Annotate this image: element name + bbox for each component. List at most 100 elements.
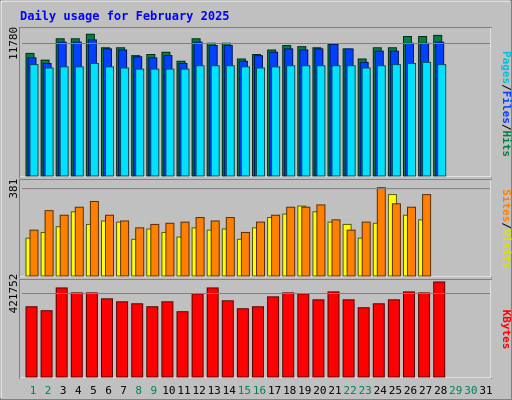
- visits-bar-sites-day-15: [240, 231, 250, 277]
- visits-bar-sites-day-12: [195, 217, 205, 277]
- requests-bar-pages-day-24: [376, 65, 386, 177]
- panel-kbytes: 421752 KBytes: [7, 274, 512, 379]
- x-axis-day-label: 26: [404, 384, 417, 397]
- x-axis-day-label: 20: [313, 384, 326, 397]
- kbytes-bar-kbytes-day-22: [342, 299, 355, 378]
- x-axis-day-label: 8: [135, 384, 142, 397]
- kbytes-bar-kbytes-day-23: [357, 307, 370, 378]
- requests-legend-files: Files: [500, 91, 512, 124]
- requests-bar-pages-day-27: [422, 61, 432, 177]
- visits-bar-sites-day-8: [135, 227, 145, 277]
- requests-bar-pages-day-28: [437, 64, 447, 177]
- x-axis-day-label: 17: [268, 384, 281, 397]
- visits-bar-sites-day-4: [74, 206, 84, 277]
- kbytes-bar-kbytes-day-19: [297, 293, 310, 378]
- x-axis-day-label: 3: [60, 384, 67, 397]
- requests-bar-pages-day-19: [301, 65, 311, 177]
- x-axis-day-label: 15: [238, 384, 251, 397]
- visits-bar-sites-day-13: [210, 220, 220, 277]
- requests-bar-pages-day-14: [225, 65, 235, 177]
- x-axis-day-label: 10: [162, 384, 175, 397]
- requests-bar-pages-day-10: [165, 68, 175, 177]
- requests-bar-pages-day-11: [180, 68, 190, 177]
- x-axis-day-label: 27: [419, 384, 432, 397]
- x-axis-day-label: 13: [208, 384, 221, 397]
- visits-bar-sites-day-6: [105, 214, 114, 277]
- visits-legend: Sites/Visits: [500, 189, 512, 269]
- kbytes-bar-kbytes-day-27: [418, 292, 431, 378]
- kbytes-bar-kbytes-day-21: [327, 291, 340, 378]
- kbytes-bar-kbytes-day-20: [312, 299, 325, 378]
- visits-bar-sites-day-25: [391, 203, 401, 277]
- x-axis-day-label: 21: [328, 384, 341, 397]
- visits-bars: [25, 187, 432, 277]
- x-axis-day-label: 1: [30, 384, 37, 397]
- visits-bar-sites-day-22: [346, 229, 356, 277]
- requests-bar-pages-day-22: [346, 65, 356, 177]
- visits-bar-sites-day-24: [376, 187, 386, 277]
- requests-bar-pages-day-5: [89, 63, 99, 177]
- requests-bar-pages-day-15: [240, 66, 250, 177]
- x-axis-day-label: 7: [120, 384, 127, 397]
- requests-bar-pages-day-7: [120, 67, 130, 177]
- kbytes-bar-kbytes-day-2: [40, 310, 53, 378]
- requests-bar-pages-day-6: [105, 66, 114, 177]
- visits-bar-sites-day-16: [256, 221, 265, 277]
- visits-bar-sites-day-27: [422, 194, 432, 277]
- requests-legend-hits: Hits: [500, 131, 512, 158]
- kbytes-bar-kbytes-day-6: [101, 298, 113, 378]
- visits-bar-sites-day-23: [361, 221, 371, 277]
- kbytes-bar-kbytes-day-14: [221, 300, 234, 378]
- requests-bar-pages-day-23: [361, 67, 371, 177]
- requests-bar-pages-day-21: [331, 65, 341, 177]
- requests-bars: [25, 33, 447, 177]
- x-axis-day-label: 22: [343, 384, 356, 397]
- requests-legend-pages: Pages: [500, 51, 512, 84]
- kbytes-bar-kbytes-day-16: [252, 306, 264, 378]
- visits-bar-sites-day-14: [225, 217, 235, 277]
- requests-legend-separator: /: [500, 124, 512, 131]
- x-axis-day-label: 29: [449, 384, 462, 397]
- kbytes-bar-kbytes-day-1: [25, 306, 38, 378]
- visits-bar-sites-day-10: [165, 222, 175, 277]
- x-axis-day-label: 6: [105, 384, 112, 397]
- kbytes-bar-kbytes-day-11: [176, 311, 189, 378]
- kbytes-bar-kbytes-day-3: [55, 287, 68, 378]
- kbytes-bar-kbytes-day-17: [267, 296, 280, 378]
- kbytes-tick-label: 421752: [7, 274, 20, 314]
- kbytes-bar-kbytes-day-8: [131, 303, 144, 378]
- chart-title: Daily usage for February 2025: [20, 9, 230, 23]
- kbytes-bar-kbytes-day-7: [116, 301, 129, 378]
- visits-bar-sites-day-2: [44, 210, 54, 277]
- requests-bar-pages-day-8: [135, 68, 145, 177]
- kbytes-bars: [25, 281, 446, 378]
- panel-visits: 381 Sites/Visits: [7, 179, 512, 278]
- requests-bar-pages-day-17: [271, 66, 281, 177]
- visits-bar-sites-day-21: [331, 219, 341, 277]
- x-axis-day-label: 24: [374, 384, 388, 397]
- x-axis-day-label: 19: [298, 384, 311, 397]
- requests-bar-pages-day-12: [195, 65, 205, 177]
- visits-legend-sites: Sites: [500, 189, 512, 222]
- visits-bar-sites-day-26: [407, 206, 416, 277]
- kbytes-bar-kbytes-day-18: [282, 292, 295, 378]
- visits-tick-label: 381: [7, 179, 20, 199]
- visits-bar-sites-day-11: [180, 221, 190, 277]
- visits-bar-sites-day-3: [59, 214, 69, 277]
- kbytes-bar-kbytes-day-15: [236, 308, 249, 378]
- requests-bar-pages-day-4: [74, 66, 84, 177]
- requests-bar-pages-day-2: [44, 67, 54, 177]
- visits-bar-sites-day-7: [120, 220, 130, 277]
- kbytes-bar-kbytes-day-9: [146, 306, 159, 378]
- requests-bar-pages-day-1: [29, 64, 39, 177]
- x-axis-day-label: 18: [283, 384, 296, 397]
- visits-bar-sites-day-17: [271, 214, 281, 277]
- requests-bar-pages-day-3: [59, 66, 69, 177]
- visits-bar-sites-day-5: [89, 200, 99, 277]
- visits-bar-sites-day-20: [316, 204, 326, 277]
- x-axis-day-label: 14: [223, 384, 237, 397]
- kbytes-bar-kbytes-day-5: [85, 292, 98, 378]
- kbytes-bar-kbytes-day-26: [403, 291, 415, 378]
- x-axis-day-label: 5: [90, 384, 97, 397]
- kbytes-legend-kbytes: KBytes: [500, 310, 512, 350]
